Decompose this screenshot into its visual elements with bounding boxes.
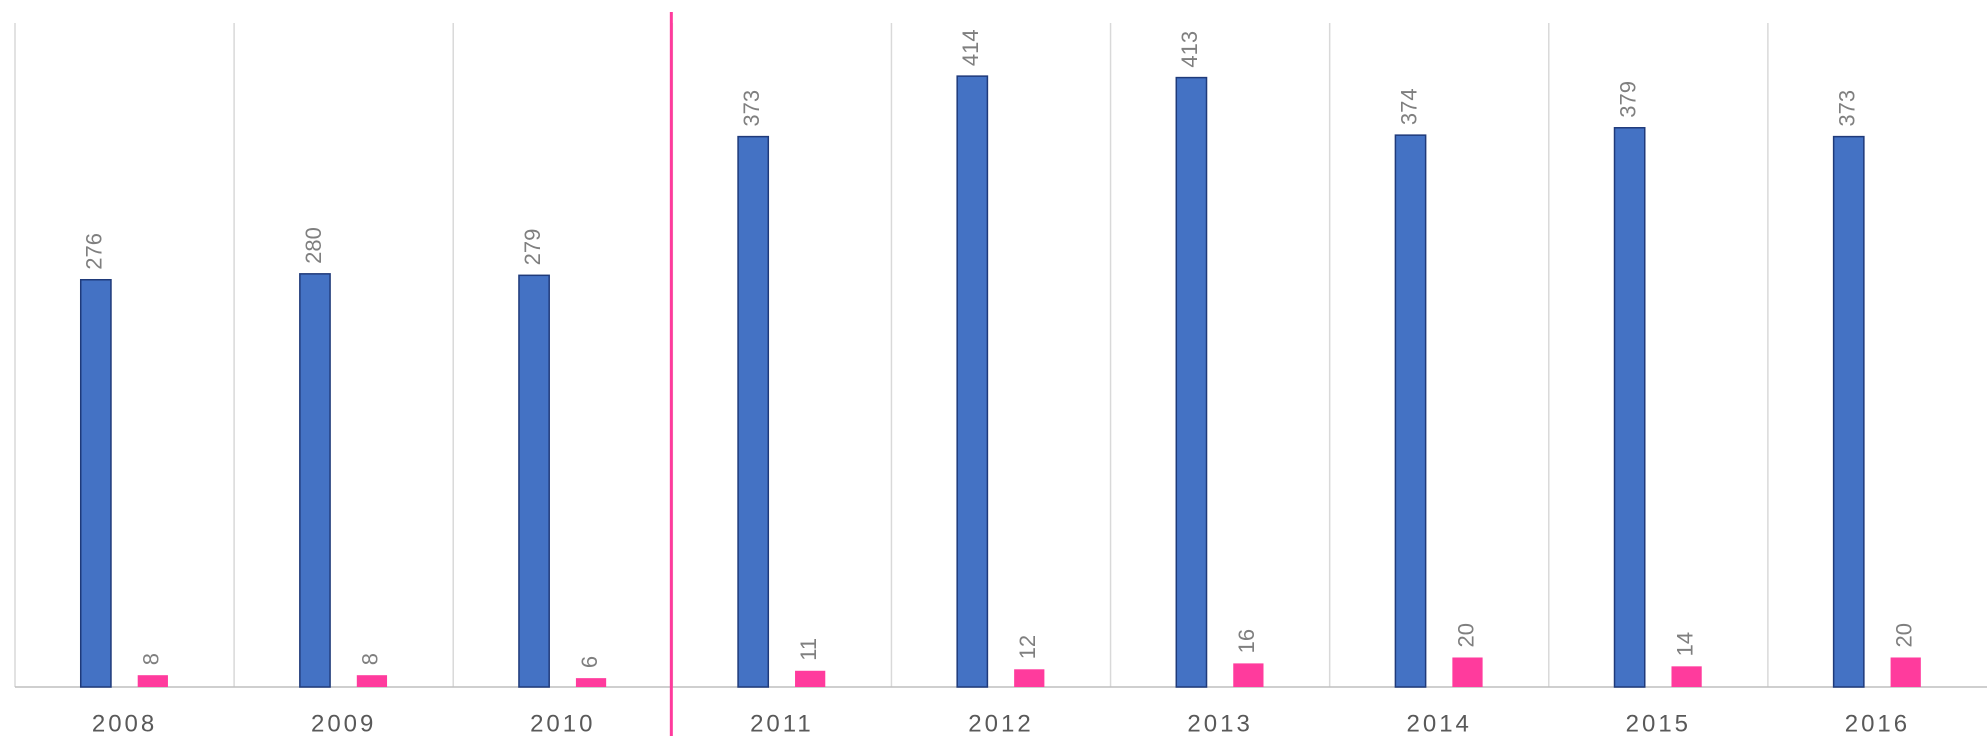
- bar: [1452, 657, 1483, 687]
- bar: [1175, 76, 1208, 688]
- data-label: 11: [796, 638, 821, 661]
- data-label: 414: [958, 29, 983, 66]
- data-label: 12: [1015, 635, 1040, 659]
- x-tick-label: 2014: [1407, 710, 1472, 736]
- x-tick-label: 2015: [1626, 710, 1691, 736]
- x-tick-label: 2013: [1187, 710, 1252, 736]
- bar: [1233, 663, 1264, 687]
- bar: [1014, 669, 1045, 687]
- bar: [518, 274, 550, 688]
- data-label: 373: [1835, 90, 1860, 127]
- data-label: 20: [1892, 623, 1917, 647]
- bar: [795, 670, 826, 687]
- bar: [356, 675, 388, 687]
- bar: [1671, 666, 1702, 687]
- bar: [1832, 135, 1865, 688]
- bar: [737, 135, 770, 688]
- x-tick-label: 2010: [530, 710, 595, 736]
- data-label: 14: [1672, 632, 1697, 656]
- data-label: 8: [358, 653, 383, 665]
- bar: [575, 678, 607, 687]
- bar: [137, 675, 168, 687]
- data-label: 6: [577, 656, 602, 668]
- data-label: 276: [82, 233, 107, 270]
- x-tick-label: 2012: [968, 710, 1033, 736]
- bar: [1890, 657, 1921, 687]
- data-label: 279: [520, 229, 545, 266]
- data-label: 8: [139, 653, 164, 665]
- bar: [956, 75, 989, 688]
- x-tick-label: 2008: [92, 710, 157, 736]
- data-label: 20: [1453, 623, 1478, 647]
- data-label: 373: [739, 90, 764, 127]
- x-tick-label: 2009: [311, 710, 376, 736]
- bar: [299, 273, 331, 688]
- bar: [79, 278, 112, 688]
- data-label: 374: [1396, 88, 1421, 125]
- bar: [1394, 134, 1427, 688]
- x-tick-label: 2011: [750, 710, 814, 736]
- x-tick-label: 2016: [1845, 710, 1910, 736]
- data-label: 379: [1615, 81, 1640, 118]
- bar: [1613, 127, 1646, 688]
- data-label: 413: [1177, 31, 1202, 68]
- data-label: 16: [1234, 629, 1259, 653]
- data-label: 280: [301, 227, 326, 264]
